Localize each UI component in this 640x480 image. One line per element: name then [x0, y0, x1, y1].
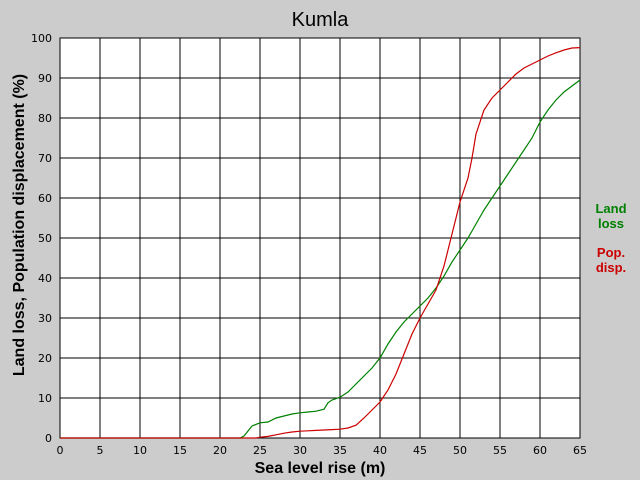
y-tick-label: 30	[38, 312, 52, 325]
x-tick-label: 0	[57, 444, 64, 457]
y-tick-label: 10	[38, 392, 52, 405]
x-tick-labels: 0 5 10 15 20 25 30 35 40 45 50 55 60 65	[57, 444, 588, 457]
x-tick-label: 15	[173, 444, 187, 457]
y-tick-label: 40	[38, 272, 52, 285]
legend-entry-pop-disp: disp.	[596, 260, 626, 275]
legend-entry-land-loss: Land	[595, 201, 626, 216]
x-tick-label: 55	[493, 444, 507, 457]
x-tick-label: 25	[253, 444, 267, 457]
x-tick-label: 50	[453, 444, 467, 457]
x-axis-label: Sea level rise (m)	[255, 460, 386, 477]
y-tick-label: 80	[38, 112, 52, 125]
y-tick-label: 20	[38, 352, 52, 365]
x-tick-label: 20	[213, 444, 227, 457]
series-line-pop-disp	[60, 47, 581, 439]
legend-entry-land-loss: loss	[598, 216, 624, 231]
y-tick-label: 90	[38, 72, 52, 85]
y-tick-label: 0	[45, 432, 52, 445]
x-tick-label: 35	[333, 444, 347, 457]
series-line-land-loss	[60, 79, 581, 439]
legend-entry-pop-disp: Pop.	[597, 245, 625, 260]
y-tick-labels: 0 10 20 30 40 50 60 70 80 90 100	[31, 32, 52, 445]
x-tick-label: 45	[413, 444, 427, 457]
x-tick-label: 10	[133, 444, 147, 457]
x-tick-label: 30	[293, 444, 307, 457]
grid	[59, 37, 581, 439]
x-tick-label: 60	[533, 444, 547, 457]
x-tick-label: 5	[97, 444, 104, 457]
y-axis-label: Land loss, Population displacement (%)	[11, 74, 28, 376]
series-lines	[60, 47, 581, 439]
y-tick-label: 50	[38, 232, 52, 245]
x-tick-label: 65	[573, 444, 587, 457]
y-tick-label: 100	[31, 32, 52, 45]
y-tick-label: 60	[38, 192, 52, 205]
y-tick-label: 70	[38, 152, 52, 165]
chart-title: Kumla	[292, 9, 350, 31]
x-tick-label: 40	[373, 444, 387, 457]
